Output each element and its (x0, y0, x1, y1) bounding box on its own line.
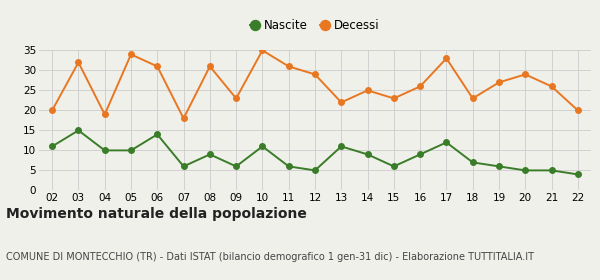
Nascite (285, 165, 292, 168)
Nascite (101, 149, 109, 152)
Decessi (469, 97, 476, 100)
Decessi (101, 113, 109, 116)
Nascite (259, 145, 266, 148)
Decessi (548, 85, 555, 88)
Nascite (49, 145, 56, 148)
Nascite (311, 169, 319, 172)
Decessi (127, 53, 134, 56)
Nascite (338, 145, 345, 148)
Decessi (75, 61, 82, 64)
Text: COMUNE DI MONTECCHIO (TR) - Dati ISTAT (bilancio demografico 1 gen-31 dic) - Ela: COMUNE DI MONTECCHIO (TR) - Dati ISTAT (… (6, 252, 534, 262)
Nascite (521, 169, 529, 172)
Nascite (390, 165, 397, 168)
Decessi (259, 49, 266, 52)
Line: Nascite: Nascite (49, 128, 581, 177)
Decessi (154, 65, 161, 68)
Decessi (206, 65, 214, 68)
Decessi (443, 57, 450, 60)
Decessi (311, 73, 319, 76)
Decessi (285, 65, 292, 68)
Nascite (469, 161, 476, 164)
Line: Decessi: Decessi (49, 48, 581, 121)
Nascite (75, 129, 82, 132)
Decessi (521, 73, 529, 76)
Nascite (364, 153, 371, 156)
Decessi (496, 81, 503, 84)
Decessi (180, 117, 187, 120)
Decessi (416, 85, 424, 88)
Legend: Nascite, Decessi: Nascite, Decessi (245, 14, 385, 37)
Nascite (154, 133, 161, 136)
Decessi (390, 97, 397, 100)
Text: Movimento naturale della popolazione: Movimento naturale della popolazione (6, 207, 307, 221)
Decessi (364, 89, 371, 92)
Nascite (574, 173, 581, 176)
Nascite (416, 153, 424, 156)
Decessi (233, 97, 240, 100)
Decessi (338, 101, 345, 104)
Decessi (49, 109, 56, 112)
Nascite (233, 165, 240, 168)
Nascite (496, 165, 503, 168)
Nascite (206, 153, 214, 156)
Nascite (443, 141, 450, 144)
Nascite (548, 169, 555, 172)
Nascite (180, 165, 187, 168)
Decessi (574, 109, 581, 112)
Nascite (127, 149, 134, 152)
